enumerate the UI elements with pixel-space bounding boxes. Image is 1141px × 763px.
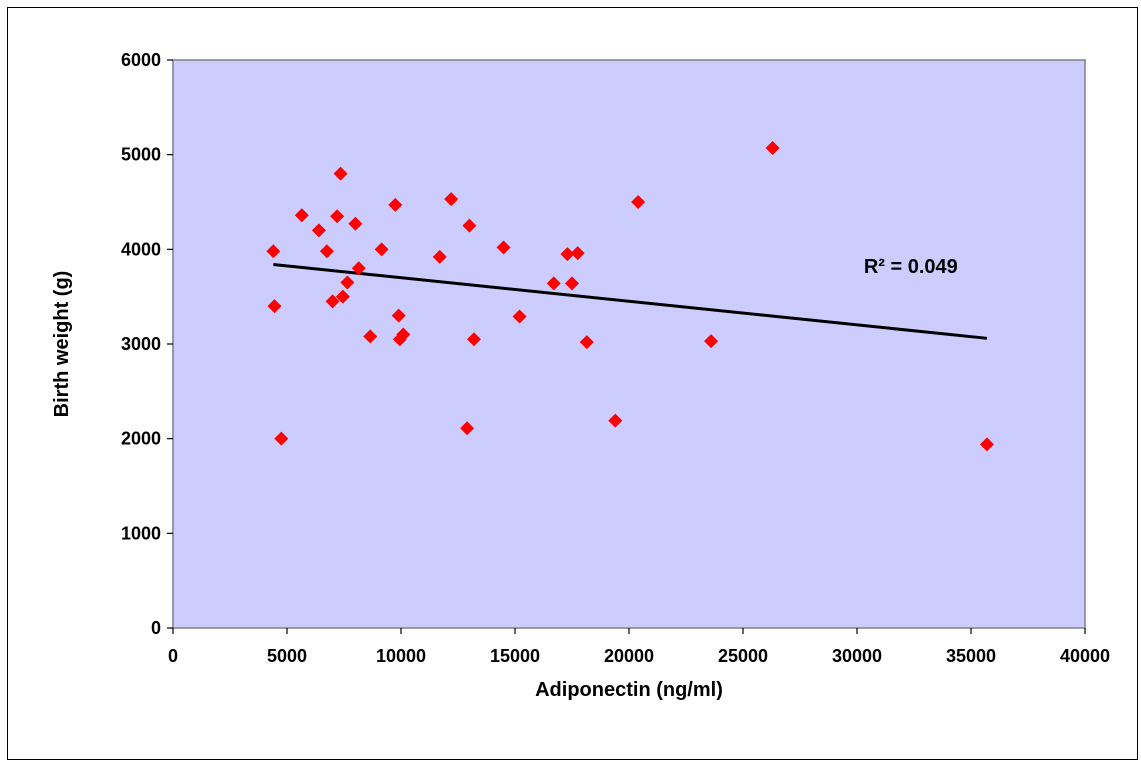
data-point <box>631 195 646 209</box>
data-point <box>579 335 594 350</box>
x-tick-label: 30000 <box>832 646 882 666</box>
y-axis-title: Birth weight (g) <box>51 271 73 418</box>
x-tick-label: 35000 <box>946 646 996 666</box>
data-point <box>374 242 389 257</box>
data-point <box>496 240 511 255</box>
data-point <box>351 261 366 276</box>
data-point <box>462 218 477 233</box>
x-axis-title: Adiponectin (ng/ml) <box>535 679 723 701</box>
x-tick-label: 25000 <box>718 646 768 666</box>
data-point <box>432 249 447 264</box>
data-point <box>333 166 348 181</box>
plot-area <box>172 59 1086 629</box>
data-point <box>266 244 281 259</box>
data-point <box>363 329 378 344</box>
y-tick-label: 3000 <box>121 334 161 354</box>
y-tick-label: 5000 <box>121 145 161 165</box>
data-point <box>460 421 475 436</box>
data-point <box>570 246 585 261</box>
data-point <box>274 431 289 446</box>
r-squared-annotation: R² = 0.049 <box>864 256 958 278</box>
x-tick-label: 20000 <box>604 646 654 666</box>
data-point <box>294 208 309 223</box>
data-point <box>704 334 719 349</box>
data-point <box>444 192 459 207</box>
y-tick-label: 6000 <box>121 50 161 70</box>
x-tick-label: 0 <box>168 646 178 666</box>
y-tick-label: 4000 <box>121 239 161 259</box>
y-tick-label: 1000 <box>121 523 161 543</box>
data-point <box>330 209 345 224</box>
data-point <box>565 276 579 291</box>
data-point <box>466 332 481 347</box>
data-point <box>512 309 527 324</box>
data-point <box>391 308 406 323</box>
data-point <box>267 299 282 314</box>
data-point <box>340 275 355 290</box>
data-point <box>335 289 350 304</box>
y-axis-ticks: 0 1000 2000 3000 4000 5000 6000 <box>121 50 173 638</box>
data-point <box>396 327 411 342</box>
x-tick-label: 5000 <box>267 646 307 666</box>
y-tick-label: 0 <box>151 618 161 638</box>
data-points <box>266 141 994 452</box>
x-tick-label: 15000 <box>490 646 540 666</box>
data-point <box>546 276 561 291</box>
data-point <box>325 294 340 309</box>
data-point <box>560 247 575 262</box>
data-point <box>319 244 334 259</box>
x-axis-ticks: 0 5000 10000 15000 20000 25000 30000 35000 40000 <box>168 628 1110 666</box>
trendline <box>273 262 988 340</box>
data-point <box>765 141 780 156</box>
data-point <box>979 437 994 452</box>
data-point <box>311 223 326 238</box>
x-tick-label: 10000 <box>376 646 426 666</box>
data-point <box>608 413 623 428</box>
y-tick-label: 2000 <box>121 429 161 449</box>
data-point <box>388 197 403 212</box>
x-tick-label: 40000 <box>1060 646 1110 666</box>
data-point <box>348 216 363 231</box>
